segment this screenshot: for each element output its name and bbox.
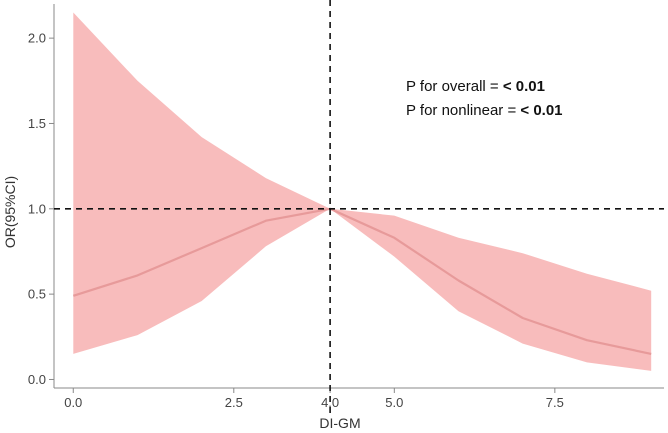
y-tick-label-1: 0.5: [28, 287, 46, 302]
x-tick-label-2: 4.0: [321, 395, 339, 410]
y-tick-label-3: 1.5: [28, 116, 46, 131]
y-tick-label-0: 0.0: [28, 372, 46, 387]
p-overall-value: < 0.01: [503, 78, 545, 95]
x-tick-label-1: 2.5: [225, 395, 243, 410]
p-nonlinear-annotation: P for nonlinear = < 0.01: [406, 102, 563, 119]
p-overall-label: P for overall =: [406, 78, 503, 95]
ci-band-layer: [73, 12, 652, 371]
x-tick-label-4: 7.5: [546, 395, 564, 410]
x-tick-label-0: 0.0: [64, 395, 82, 410]
tick-labels-layer: 0.0 2.5 4.0 5.0 7.5 0.0 0.5 1.0 1.5 2.0: [28, 31, 564, 410]
or-line-layer: [72, 207, 652, 355]
y-axis-title: OR(95%CI): [2, 176, 18, 248]
or-line-0: [72, 207, 652, 355]
p-nonlinear-value: < 0.01: [520, 102, 562, 119]
ci-band-0: [73, 12, 652, 371]
x-axis-title: DI-GM: [319, 415, 360, 431]
y-tick-label-4: 2.0: [28, 31, 46, 46]
p-nonlinear-label: P for nonlinear =: [406, 102, 520, 119]
p-overall-annotation: P for overall = < 0.01: [406, 78, 545, 95]
y-tick-label-2: 1.0: [28, 201, 46, 216]
reference-lines-layer: [54, 0, 664, 418]
x-tick-label-3: 5.0: [385, 395, 403, 410]
